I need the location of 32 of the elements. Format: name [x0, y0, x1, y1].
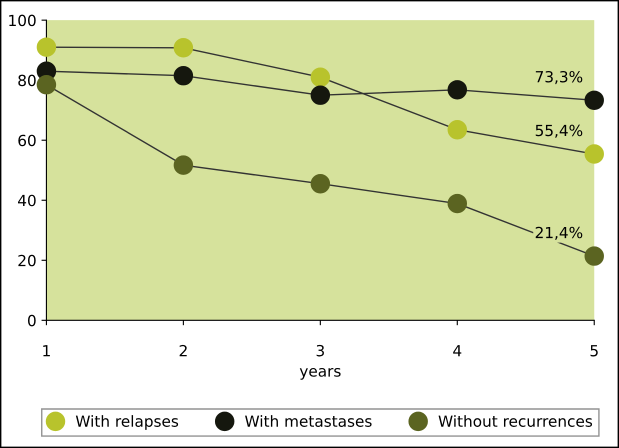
point	[174, 66, 194, 86]
data-label: 21,4%	[536, 226, 582, 240]
x-tick-label: 3	[316, 344, 324, 356]
point	[584, 246, 604, 266]
legend-label: With relapses	[76, 415, 178, 430]
point	[448, 120, 468, 140]
y-tick-label: 100	[9, 14, 36, 26]
point	[310, 174, 330, 194]
data-label: 73,3%	[536, 70, 582, 84]
y-tick-label: 0	[28, 314, 36, 326]
point	[584, 90, 604, 110]
point	[584, 144, 604, 164]
y-tick-label: 40	[18, 194, 36, 206]
point	[36, 37, 56, 57]
point	[448, 194, 468, 214]
point	[310, 85, 330, 105]
y-tick-label: 80	[18, 74, 36, 86]
legend-label: With metastases	[245, 415, 372, 427]
point	[174, 155, 194, 175]
point	[448, 80, 468, 100]
data-label: 55,4%	[536, 124, 582, 138]
legend-label: Without recurrences	[438, 415, 592, 427]
x-tick-label: 4	[453, 345, 462, 356]
x-tick-label: 5	[590, 345, 598, 356]
point	[36, 74, 56, 94]
x-tick-label: 1	[43, 345, 50, 356]
x-tick-label: 2	[180, 344, 187, 356]
y-tick-label: 60	[18, 134, 36, 146]
x-axis-title: years	[300, 368, 341, 380]
y-tick-label: 20	[18, 254, 36, 266]
point	[174, 38, 194, 58]
point	[310, 67, 330, 87]
